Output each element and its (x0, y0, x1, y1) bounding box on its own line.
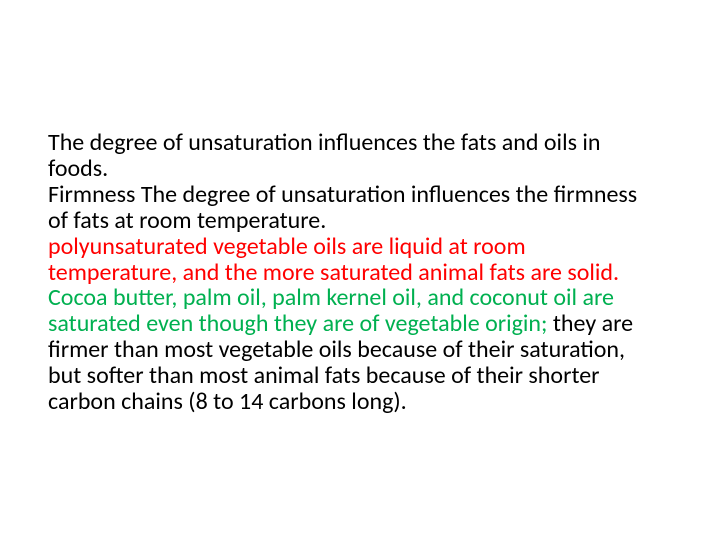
text-seg-1: Firmness The degree of unsaturation infl… (48, 180, 637, 235)
text-seg-2: polyunsaturated vegetable oils are liqui… (48, 232, 619, 287)
text-seg-3: Cocoa butter, palm oil, palm kernel oil,… (48, 283, 614, 338)
body-text: The degree of unsaturation influences th… (48, 130, 660, 415)
text-seg-0: The degree of unsaturation influences th… (48, 128, 601, 183)
slide: The degree of unsaturation influences th… (0, 0, 720, 540)
